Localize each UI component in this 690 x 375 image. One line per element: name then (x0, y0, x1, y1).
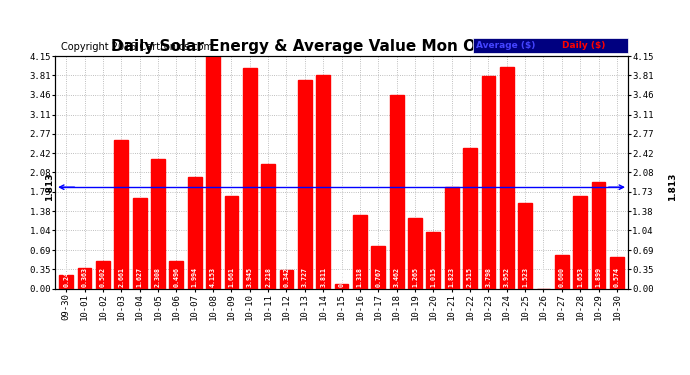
Bar (151, 159, 165, 289)
Title: Daily Solar Energy & Average Value Mon Oct 31 17:40: Daily Solar Energy & Average Value Mon O… (110, 39, 573, 54)
Text: 3.945: 3.945 (247, 267, 253, 287)
Text: 0.342: 0.342 (284, 267, 290, 287)
Text: 3.462: 3.462 (393, 267, 400, 287)
Bar (482, 76, 495, 289)
Text: 1.823: 1.823 (448, 267, 455, 287)
Text: 0.502: 0.502 (100, 267, 106, 287)
Bar (335, 284, 348, 289)
Text: 0.496: 0.496 (173, 267, 179, 287)
Text: 1.813: 1.813 (45, 173, 55, 201)
Text: 4.153: 4.153 (210, 267, 216, 287)
Bar (353, 215, 367, 289)
Text: 1.661: 1.661 (228, 267, 235, 287)
Bar (170, 261, 184, 289)
Text: 1.627: 1.627 (137, 267, 143, 287)
Text: 1.813: 1.813 (668, 173, 677, 201)
Text: 2.308: 2.308 (155, 267, 161, 287)
Bar (426, 232, 440, 289)
Text: Copyright 2016 Cartronics.com: Copyright 2016 Cartronics.com (61, 42, 213, 52)
Text: 1.318: 1.318 (357, 267, 363, 287)
Bar (298, 80, 312, 289)
Bar (316, 75, 330, 289)
FancyBboxPatch shape (473, 38, 628, 53)
Bar (463, 148, 477, 289)
Text: 3.811: 3.811 (320, 267, 326, 287)
Text: Average ($): Average ($) (476, 41, 535, 50)
Text: 1.899: 1.899 (595, 267, 602, 287)
Bar (371, 246, 385, 289)
Bar (555, 255, 569, 289)
Bar (224, 196, 238, 289)
Bar (591, 182, 605, 289)
Text: 1.015: 1.015 (431, 267, 436, 287)
Bar (243, 68, 257, 289)
Text: 0.363: 0.363 (81, 267, 88, 287)
Text: 0.600: 0.600 (559, 267, 565, 287)
Bar (445, 187, 459, 289)
Bar (518, 203, 532, 289)
Text: 0.767: 0.767 (375, 267, 382, 287)
Text: 1.523: 1.523 (522, 267, 528, 287)
Bar (132, 198, 146, 289)
Text: 3.798: 3.798 (485, 267, 491, 287)
Bar (262, 165, 275, 289)
Bar (390, 95, 404, 289)
Text: 1.653: 1.653 (577, 267, 583, 287)
Bar (279, 270, 293, 289)
Text: 0.243: 0.243 (63, 267, 69, 287)
Bar (115, 140, 128, 289)
Bar (610, 256, 624, 289)
Text: 3.727: 3.727 (302, 267, 308, 287)
Bar (96, 261, 110, 289)
Bar (573, 196, 587, 289)
Bar (408, 218, 422, 289)
Text: 1.265: 1.265 (412, 267, 418, 287)
Bar (500, 68, 513, 289)
Bar (206, 56, 220, 289)
Text: 3.952: 3.952 (504, 267, 510, 287)
Text: 0.574: 0.574 (614, 267, 620, 287)
Bar (78, 268, 92, 289)
Text: 0.085: 0.085 (339, 267, 344, 287)
Text: Daily ($): Daily ($) (562, 41, 605, 50)
Text: 1.994: 1.994 (192, 267, 198, 287)
Text: 2.661: 2.661 (118, 267, 124, 287)
Bar (188, 177, 201, 289)
Text: 0.000: 0.000 (540, 267, 546, 287)
Text: 2.515: 2.515 (467, 267, 473, 287)
Text: 2.218: 2.218 (265, 267, 271, 287)
Bar (59, 275, 73, 289)
